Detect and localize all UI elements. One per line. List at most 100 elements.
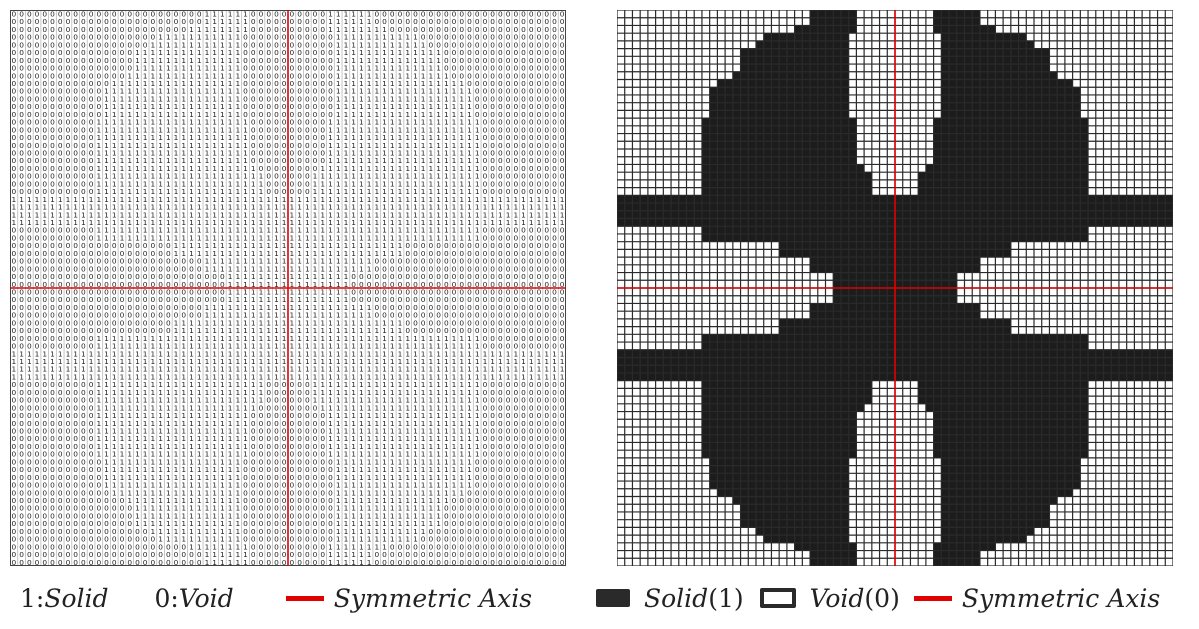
solid-cell-run [925, 403, 1089, 412]
legend-solid-entry: Solid (1) [596, 584, 744, 613]
solid-cell-run [701, 403, 865, 412]
solid-cell-run [732, 71, 849, 80]
legend-void-value: 0: [154, 583, 179, 613]
solid-cell-run [941, 71, 1058, 80]
legend-solid-label: Solid [644, 583, 709, 613]
solid-cell-run [941, 496, 1058, 505]
axis-line-swatch [913, 595, 952, 601]
right-legend: Solid (1) Void (0) Symmetric Axis [596, 578, 1196, 618]
legend-solid-entry: 1: Solid [20, 584, 109, 613]
legend-solid-value: (1) [708, 583, 744, 613]
legend-axis-entry: Symmetric Axis [285, 583, 533, 613]
legend-void-label: Void [809, 583, 865, 613]
left-legend: 1: Solid 0: Void Symmetric Axis [20, 578, 565, 618]
solid-cell-run [941, 33, 1027, 42]
solid-cell-run [941, 488, 1073, 497]
solid-cell-run [941, 79, 1073, 88]
legend-void-entry: 0: Void [155, 584, 234, 613]
solid-cell-run [717, 488, 849, 497]
symmetric-axis [617, 10, 1173, 566]
axis-line-swatch [285, 595, 324, 601]
solid-cell-run [732, 496, 849, 505]
solid-cell-run [763, 33, 849, 42]
solid-cell-run [701, 164, 865, 173]
solid-cell-run [763, 535, 849, 544]
legend-void-value: (0) [864, 583, 900, 613]
solid-cell-run [925, 164, 1089, 173]
symmetric-axis [10, 10, 566, 566]
pixel-design-panel [617, 10, 1173, 566]
legend-solid-value: 1: [20, 583, 45, 613]
solid-cell-run [941, 535, 1027, 544]
solid-swatch [596, 589, 630, 607]
legend-solid-label: Solid [44, 583, 109, 613]
legend-axis-label: Symmetric Axis [333, 583, 533, 613]
legend-void-entry: Void (0) [759, 583, 900, 613]
solid-cell-run [717, 79, 849, 88]
